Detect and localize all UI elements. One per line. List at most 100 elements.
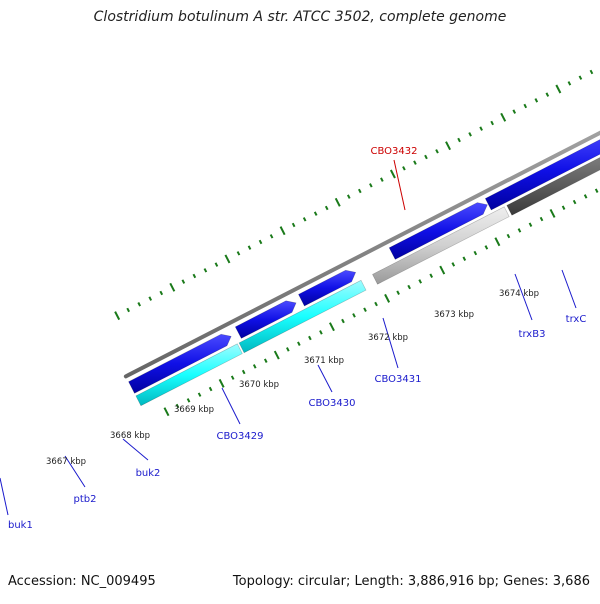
outer-minor-tick bbox=[137, 302, 142, 307]
kbp-label: 3673 kbp bbox=[434, 310, 474, 320]
inner-minor-tick bbox=[252, 364, 257, 369]
inner-minor-tick bbox=[484, 245, 489, 250]
ptb2-buk2-feature bbox=[238, 279, 367, 354]
outer-minor-tick bbox=[490, 120, 494, 126]
kbp-label: 3674 kbp bbox=[499, 289, 539, 299]
outer-minor-tick bbox=[589, 69, 594, 75]
inner-minor-tick bbox=[286, 347, 290, 352]
outer-minor-tick bbox=[468, 132, 472, 137]
inner-major-tick bbox=[494, 237, 501, 247]
inner-minor-tick bbox=[297, 341, 301, 346]
outer-major-tick bbox=[555, 84, 562, 94]
outer-minor-tick bbox=[380, 177, 384, 182]
label-leader-lines bbox=[0, 159, 577, 516]
outer-minor-tick bbox=[258, 239, 263, 245]
inner-minor-tick bbox=[374, 301, 378, 307]
cbo3430-cbo3431-feature bbox=[506, 157, 600, 216]
inner-minor-tick bbox=[230, 375, 235, 380]
inner-major-tick bbox=[163, 407, 170, 417]
inner-major-tick bbox=[549, 208, 556, 218]
outer-minor-tick bbox=[545, 92, 550, 97]
forward-gene-3 bbox=[298, 269, 357, 307]
outer-major-tick bbox=[334, 197, 341, 207]
feature-track bbox=[128, 139, 600, 407]
gene-label-cbo3430: CBO3430 bbox=[309, 398, 356, 409]
inner-minor-tick bbox=[363, 307, 367, 312]
outer-minor-tick bbox=[578, 75, 583, 80]
forward-gene-5 bbox=[484, 139, 600, 211]
kbp-label: 3668 kbp bbox=[110, 431, 150, 441]
inner-minor-tick bbox=[197, 392, 202, 397]
outer-minor-tick bbox=[523, 103, 528, 109]
backbone-line bbox=[123, 130, 600, 379]
outer-major-tick bbox=[279, 226, 286, 236]
inner-minor-tick bbox=[418, 279, 422, 284]
inner-minor-tick bbox=[175, 403, 180, 409]
inner-minor-tick bbox=[594, 188, 599, 193]
outer-minor-tick bbox=[479, 126, 483, 131]
genome-backbone bbox=[123, 130, 600, 379]
inner-minor-tick bbox=[583, 194, 588, 199]
inner-minor-tick bbox=[263, 358, 268, 363]
outer-minor-tick bbox=[214, 262, 219, 267]
inner-minor-tick bbox=[462, 256, 467, 261]
gene-label-trxc: trxC bbox=[566, 314, 587, 325]
leader-line bbox=[221, 387, 241, 425]
inner-minor-tick bbox=[572, 199, 577, 205]
outer-minor-tick bbox=[324, 205, 329, 211]
leader-line bbox=[393, 159, 406, 211]
outer-major-tick bbox=[224, 254, 231, 264]
outer-minor-tick bbox=[512, 109, 517, 114]
outer-minor-tick bbox=[291, 222, 296, 228]
outer-minor-tick bbox=[313, 211, 318, 216]
outer-minor-tick bbox=[435, 149, 439, 154]
outer-minor-tick bbox=[192, 273, 197, 279]
outer-minor-tick bbox=[269, 234, 274, 239]
leader-line bbox=[317, 364, 333, 393]
gene-labels: buk1 ptb2 buk2 CBO3429 CBO3430 CBO3431 trxB3 tr… bbox=[8, 146, 586, 531]
buk1-feature bbox=[135, 343, 243, 407]
inner-minor-tick bbox=[407, 284, 411, 290]
outer-minor-tick bbox=[159, 290, 164, 296]
outer-minor-tick bbox=[203, 268, 208, 273]
inner-major-tick bbox=[439, 265, 446, 275]
leader-line bbox=[64, 455, 86, 488]
inner-major-tick bbox=[273, 350, 280, 360]
inner-major-tick bbox=[218, 378, 225, 388]
gene-label-cbo3431: CBO3431 bbox=[375, 374, 422, 385]
leader-line bbox=[0, 477, 9, 516]
gene-label-cbo3429: CBO3429 bbox=[217, 431, 264, 442]
inner-minor-tick bbox=[451, 262, 456, 267]
inner-minor-tick bbox=[241, 369, 246, 375]
gene-label-cbo3432: CBO3432 bbox=[371, 146, 418, 157]
map-title: Clostridium botulinum A str. ATCC 3502, … bbox=[93, 9, 507, 25]
outer-minor-tick bbox=[534, 98, 539, 103]
outer-minor-tick bbox=[567, 81, 572, 86]
outer-minor-tick bbox=[247, 245, 252, 250]
kbp-label: 3670 kbp bbox=[239, 380, 279, 390]
gene-label-ptb2: ptb2 bbox=[74, 494, 97, 505]
inner-minor-tick bbox=[561, 205, 566, 210]
outer-minor-tick bbox=[369, 183, 373, 188]
inner-minor-tick bbox=[208, 386, 213, 392]
outer-minor-tick bbox=[358, 188, 362, 194]
outer-minor-tick bbox=[402, 166, 406, 171]
gene-label-buk1: buk1 bbox=[8, 520, 33, 531]
outer-minor-tick bbox=[457, 137, 461, 143]
leader-line bbox=[382, 317, 399, 369]
inner-minor-tick bbox=[473, 250, 478, 256]
forward-gene-1 bbox=[128, 333, 232, 394]
leader-line bbox=[514, 273, 533, 321]
outer-major-tick bbox=[445, 141, 451, 151]
inner-major-tick bbox=[384, 293, 391, 303]
outer-minor-tick bbox=[126, 307, 130, 313]
outer-minor-tick bbox=[148, 296, 153, 301]
gene-label-buk2: buk2 bbox=[136, 468, 161, 479]
gene-label-trxb3: trxB3 bbox=[519, 329, 546, 340]
inner-minor-tick bbox=[506, 233, 511, 239]
kbp-label: 3667 kbp bbox=[46, 457, 86, 467]
outer-minor-tick bbox=[413, 160, 417, 165]
kbp-label: 3669 kbp bbox=[174, 405, 214, 415]
cbo3429-feature bbox=[372, 206, 510, 285]
